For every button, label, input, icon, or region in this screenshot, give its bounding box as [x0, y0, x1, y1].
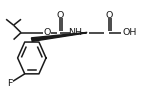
- Polygon shape: [31, 32, 87, 41]
- Text: O: O: [105, 11, 113, 20]
- Text: NH: NH: [68, 28, 82, 37]
- Text: O: O: [43, 28, 50, 37]
- Text: OH: OH: [123, 28, 137, 37]
- Text: F: F: [7, 79, 13, 88]
- Text: O: O: [57, 11, 64, 20]
